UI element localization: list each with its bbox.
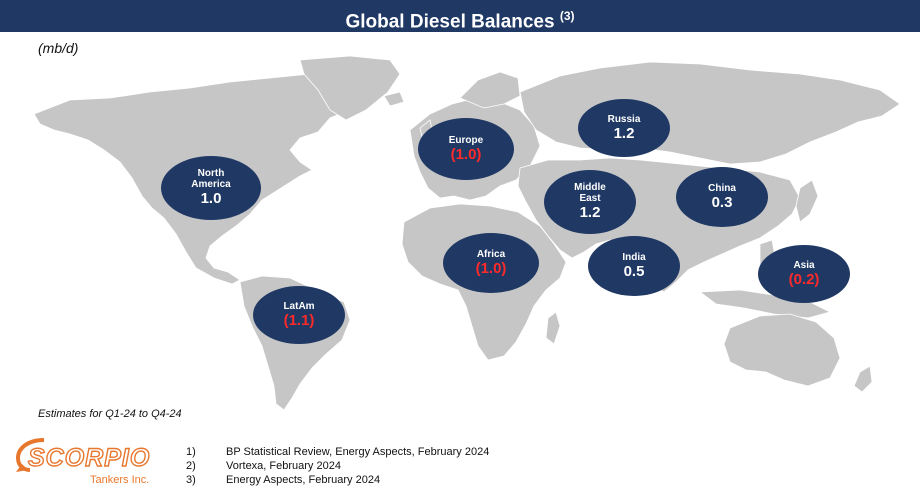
region-bubble-europe: Europe (1.0): [418, 118, 514, 180]
logo-subtitle: Tankers Inc.: [90, 474, 150, 486]
region-name: Asia: [793, 259, 815, 271]
world-map: [33, 55, 901, 411]
region-value: (1.0): [450, 145, 482, 163]
region-value: 0.3: [711, 193, 733, 211]
region-bubble-china: China 0.3: [676, 167, 768, 227]
footnote-number: 2): [186, 460, 196, 472]
australia-land: [723, 313, 841, 387]
footnote-text: BP Statistical Review, Energy Aspects, F…: [226, 446, 490, 458]
region-name: Russia: [607, 113, 641, 125]
footnote-number: 1): [186, 446, 196, 458]
madagascar-land: [545, 311, 561, 345]
region-bubble-middle-east: Middle East 1.2: [544, 170, 636, 234]
logo-swoosh-tail: [16, 464, 28, 472]
region-name: Africa: [476, 248, 506, 260]
footnote-row: 3) Energy Aspects, February 2024: [186, 473, 489, 487]
region-bubble-india: India 0.5: [588, 236, 680, 296]
region-name: LatAm: [283, 300, 315, 312]
japan-land: [795, 179, 819, 223]
footnote-text: Energy Aspects, February 2024: [226, 474, 381, 486]
region-bubble-north-america: North America 1.0: [161, 156, 261, 220]
logo-wordmark: SCORPIO: [28, 444, 150, 472]
footnote-number: 3): [186, 474, 196, 486]
region-name: China: [708, 182, 736, 194]
footnotes: 1) BP Statistical Review, Energy Aspects,…: [186, 445, 489, 487]
region-value: 1.2: [613, 124, 635, 142]
region-bubble-africa: Africa (1.0): [443, 233, 539, 293]
page-title: Global Diesel Balances (3): [0, 0, 920, 32]
region-bubble-latam: LatAm (1.1): [253, 286, 345, 344]
scorpio-logo: SCORPIO: [15, 438, 150, 473]
region-name: North America: [191, 168, 231, 190]
footnote-row: 2) Vortexa, February 2024: [186, 459, 489, 473]
region-value: (0.2): [788, 270, 820, 288]
footnote-text: Vortexa, February 2024: [226, 460, 341, 472]
region-value: 0.5: [623, 262, 645, 280]
indonesia-land: [698, 289, 832, 319]
russia-land: [519, 61, 901, 165]
region-bubble-russia: Russia 1.2: [578, 99, 670, 157]
region-value: 1.2: [579, 204, 601, 221]
estimates-note: Estimates for Q1-24 to Q4-24: [38, 408, 182, 420]
unit-label: (mb/d): [38, 40, 79, 56]
title-text: Global Diesel Balances: [345, 11, 555, 33]
region-name: Europe: [448, 134, 484, 146]
region-name: Middle East: [574, 182, 606, 204]
footnote-row: 1) BP Statistical Review, Energy Aspects,…: [186, 445, 489, 459]
iceland-land: [383, 91, 405, 107]
title-footnote-ref: (3): [559, 9, 575, 23]
region-bubble-asia: Asia (0.2): [758, 245, 850, 303]
new-zealand-land: [853, 365, 873, 393]
region-name: India: [622, 251, 646, 263]
region-value: (1.1): [283, 311, 315, 329]
region-value: 1.0: [200, 190, 222, 207]
scandinavia-land: [459, 71, 521, 109]
region-value: (1.0): [475, 259, 507, 277]
greenland-land: [299, 55, 401, 121]
